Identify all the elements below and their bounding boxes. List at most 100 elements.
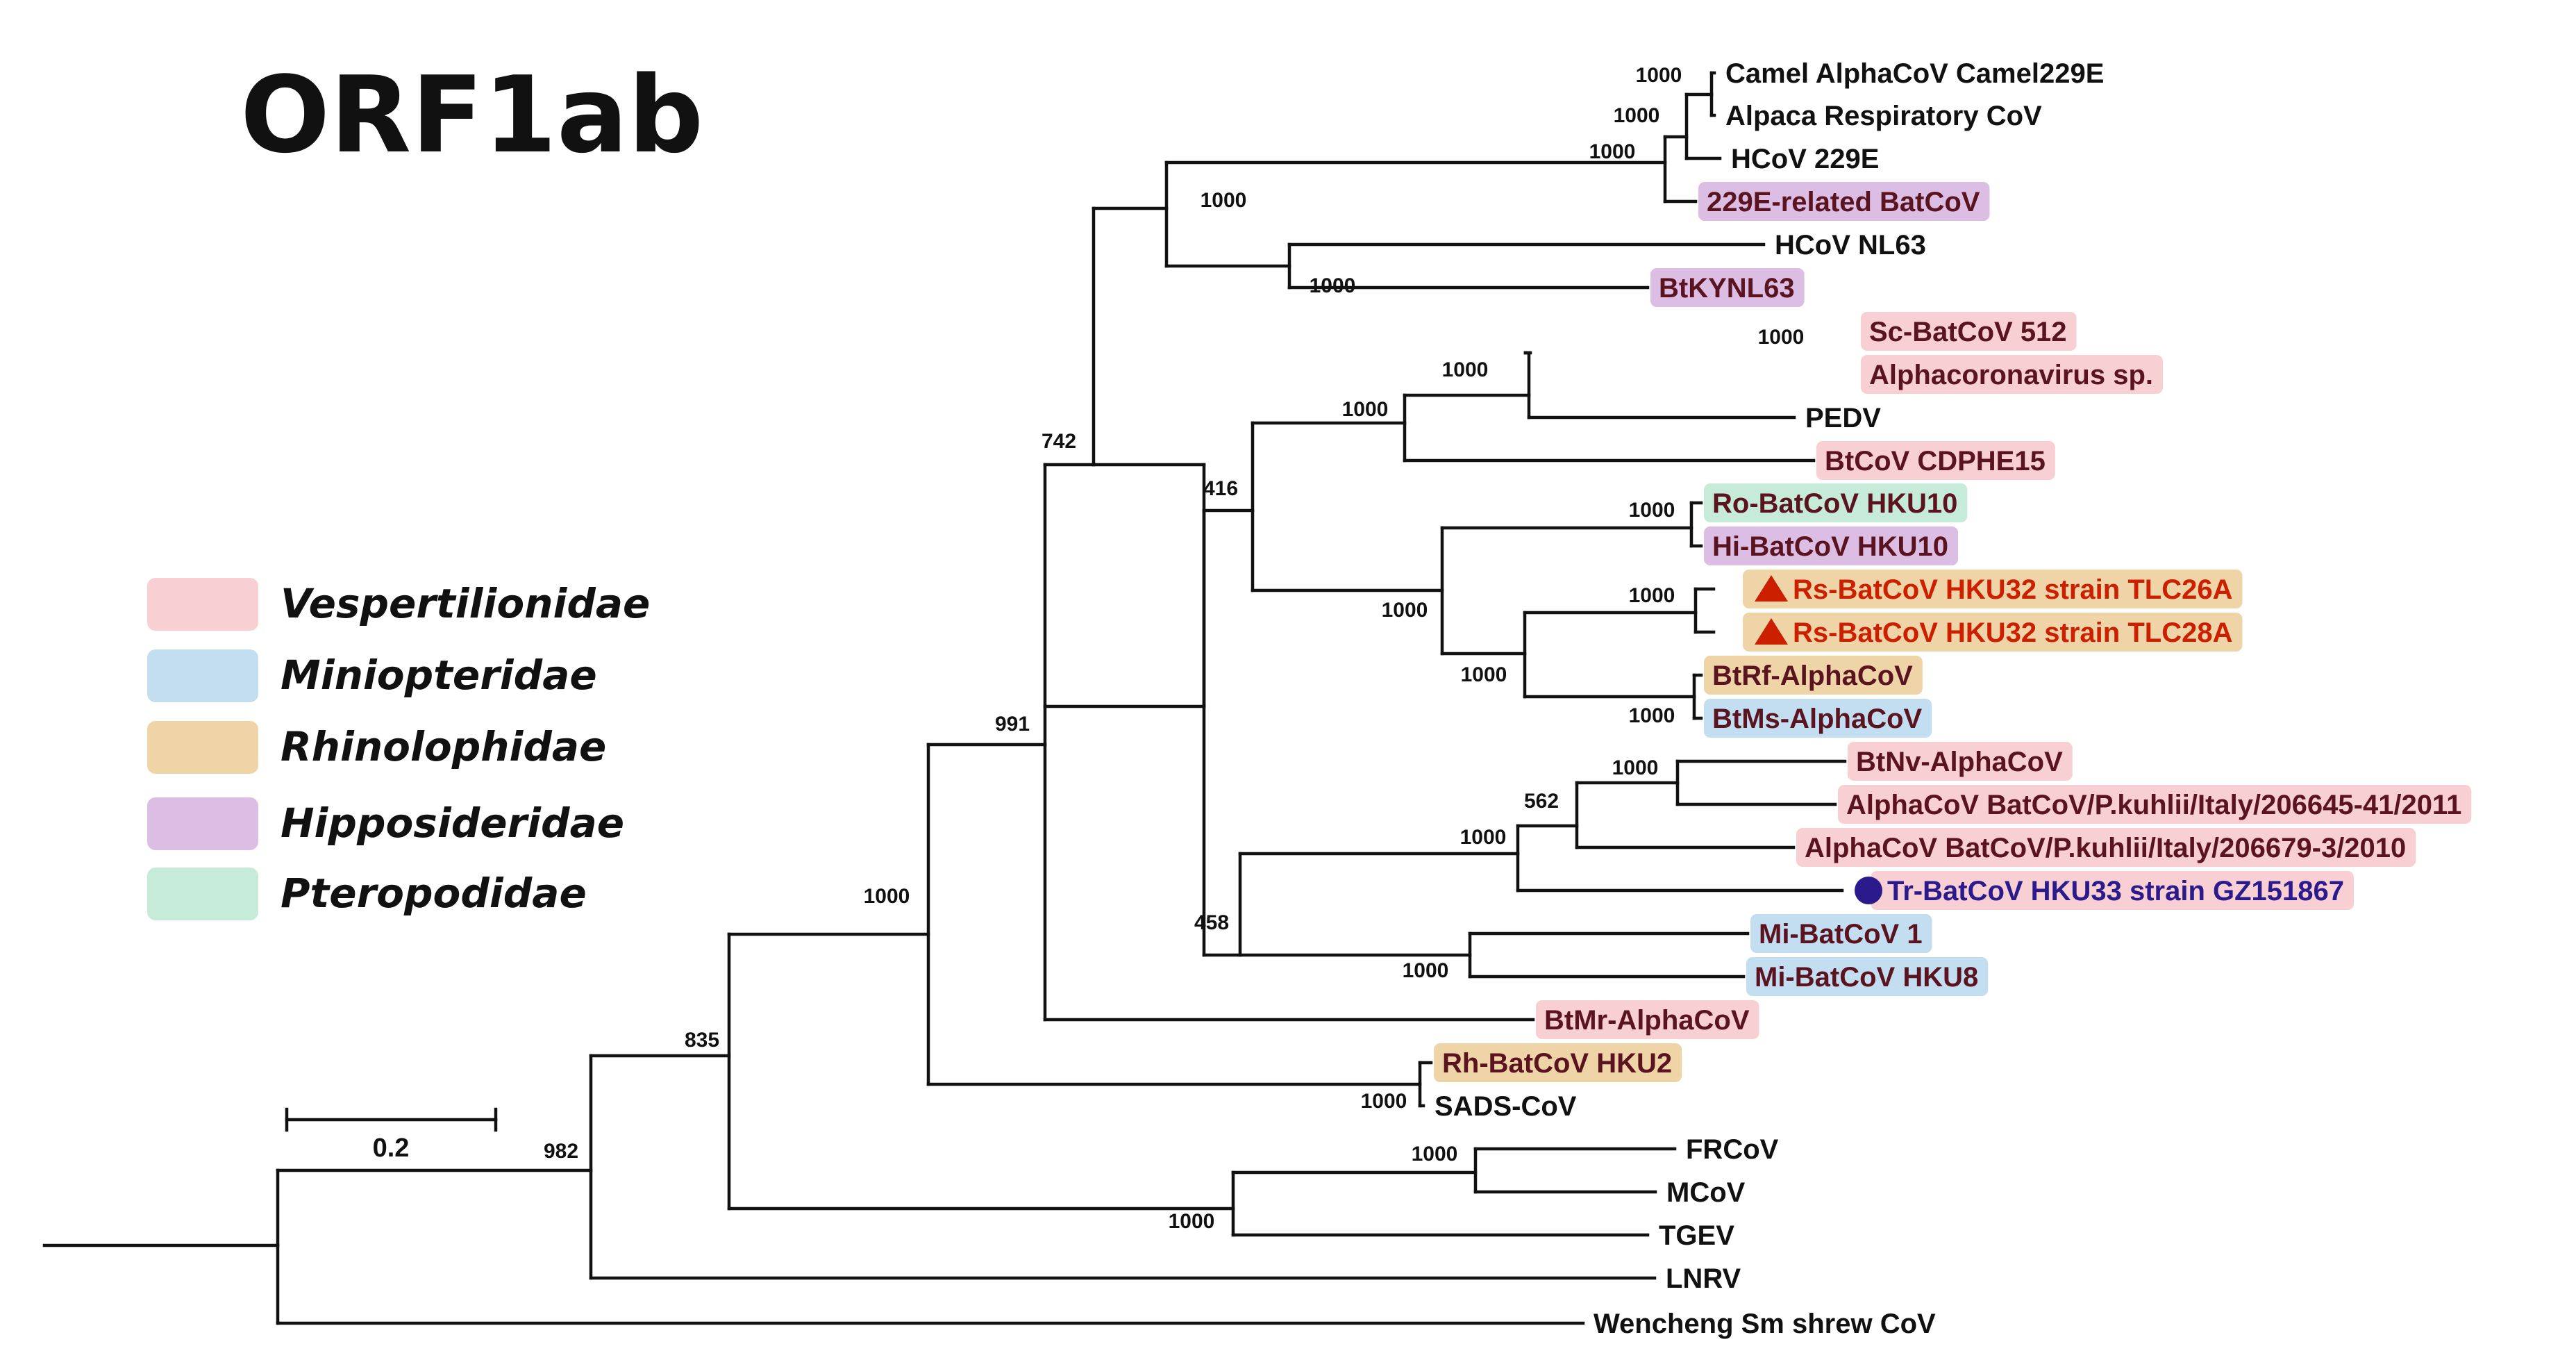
bootstrap-value: 1000 [1201, 189, 1247, 212]
taxon-label: HCoV NL63 [1775, 230, 1926, 260]
bootstrap-value: 1000 [1361, 1090, 1407, 1113]
bootstrap-value: 1000 [1412, 1143, 1458, 1166]
legend-item-pteropodidae: Pteropodidae [147, 868, 587, 920]
bootstrap-value: 991 [995, 713, 1030, 736]
taxon-btkynl63: BtKYNL63 [1659, 273, 1795, 304]
bootstrap-value: 742 [1042, 430, 1076, 453]
legend-swatch [147, 797, 258, 850]
tree-branches [42, 71, 1847, 1325]
taxon-highlight-vespertilionidae [1861, 312, 2077, 351]
bootstrap-value: 1000 [1460, 826, 1507, 849]
bootstrap-value: 1000 [1614, 104, 1660, 127]
taxon-highlight-pteropodidae [1704, 483, 1968, 522]
taxon-label: HCoV 229E [1731, 144, 1879, 174]
triangle-marker-icon [1755, 618, 1788, 645]
legend: Vespertilionidae Miniopteridae Rhinolophid… [147, 578, 650, 920]
legend-item-rhinolophidae: Rhinolophidae [147, 721, 606, 774]
taxon-highlights [1434, 182, 2472, 1082]
taxon-nl63: HCoV NL63 [1775, 230, 1926, 260]
taxon-label: MCoV [1666, 1177, 1746, 1208]
bootstrap-value: 458 [1194, 911, 1229, 934]
taxon-label: LNRV [1666, 1263, 1741, 1294]
legend-swatch [147, 649, 258, 702]
taxon-sc512: Sc-BatCoV 512 [1869, 317, 2067, 347]
taxon-btmr: BtMr-AlphaCoV [1544, 1005, 1750, 1036]
chart-title: ORF1ab [240, 53, 703, 176]
taxon-label: Sc-BatCoV 512 [1869, 317, 2067, 347]
taxon-btrf: BtRf-AlphaCoV [1712, 661, 1913, 691]
taxon-label: 229E-related BatCoV [1707, 187, 1980, 217]
taxon-highlight-hipposideridae [1698, 182, 1990, 221]
legend-label: Hipposideridae [281, 799, 624, 847]
taxon-label: AlphaCoV BatCoV/P.kuhlii/Italy/206679-3/… [1805, 833, 2406, 863]
bootstrap-value: 1000 [1342, 398, 1389, 421]
bootstrap-value: 835 [685, 1029, 719, 1052]
bootstrap-value: 1000 [1629, 499, 1675, 522]
legend-label: Miniopteridae [281, 652, 597, 699]
taxon-label: PEDV [1805, 403, 1881, 433]
taxon-label: Wencheng Sm shrew CoV [1594, 1309, 1936, 1339]
taxon-highlight-miniopteridae [1746, 957, 1989, 996]
taxon-label: AlphaCoV BatCoV/P.kuhlii/Italy/206645-41… [1846, 790, 2461, 820]
legend-label: Vespertilionidae [281, 580, 650, 627]
taxon-highlight-vespertilionidae [1861, 355, 2163, 394]
taxon-mihku8: Mi-BatCoV HKU8 [1755, 962, 1978, 993]
taxon-highlight-hipposideridae [1650, 268, 1805, 307]
taxon-label: TGEV [1659, 1220, 1734, 1251]
legend-swatch [147, 721, 258, 774]
legend-item-vespertilionidae: Vespertilionidae [147, 578, 650, 631]
taxon-bat229e: 229E-related BatCoV [1707, 187, 1980, 217]
taxon-tgev: TGEV [1659, 1220, 1734, 1251]
taxon-label: Mi-BatCoV HKU8 [1755, 962, 1978, 993]
taxon-label: Rs-BatCoV HKU32 strain TLC28A [1793, 617, 2232, 648]
taxon-hku33: Tr-BatCoV HKU33 strain GZ151867 [1855, 876, 2344, 906]
scale-bar: 0.2 [285, 1107, 498, 1163]
taxon-highlight-vespertilionidae [1838, 785, 2472, 824]
taxon-pk3: AlphaCoV BatCoV/P.kuhlii/Italy/206679-3/… [1805, 833, 2406, 863]
taxon-highlight-hipposideridae [1704, 526, 1959, 565]
taxon-highlight-vespertilionidae [1871, 871, 2355, 910]
taxon-label: BtNv-AlphaCoV [1856, 747, 2063, 777]
taxon-highlight-miniopteridae [1750, 914, 1932, 953]
taxon-label: Rs-BatCoV HKU32 strain TLC26A [1793, 574, 2232, 605]
taxon-highlight-rhinolophidae [1743, 613, 2243, 652]
bootstrap-value: 1000 [1758, 326, 1805, 349]
legend-item-hipposideridae: Hipposideridae [147, 797, 624, 850]
bootstrap-value: 416 [1203, 477, 1238, 500]
bootstrap-value: 562 [1524, 790, 1559, 813]
bootstrap-value: 1000 [1629, 584, 1675, 607]
taxon-highlight-rhinolophidae [1434, 1043, 1682, 1082]
scale-bar-label: 0.2 [373, 1134, 410, 1163]
legend-swatch [147, 868, 258, 920]
taxon-lnrv: LNRV [1666, 1263, 1741, 1294]
taxon-highlight-rhinolophidae [1704, 656, 1923, 695]
bootstrap-value: 1000 [1612, 756, 1659, 779]
taxon-hcov229e: HCoV 229E [1731, 144, 1879, 174]
legend-swatch [147, 578, 258, 631]
bootstrap-value: 1000 [1310, 274, 1356, 297]
taxon-label: SADS-CoV [1435, 1091, 1577, 1122]
taxon-label: BtMr-AlphaCoV [1544, 1005, 1750, 1036]
taxon-mi1: Mi-BatCoV 1 [1759, 919, 1923, 949]
legend-item-miniopteridae: Miniopteridae [147, 649, 597, 702]
bootstrap-value: 1000 [1461, 663, 1507, 686]
taxon-label: Mi-BatCoV 1 [1759, 919, 1923, 949]
taxon-cdphe15: BtCoV CDPHE15 [1825, 446, 2046, 476]
taxon-label: Ro-BatCoV HKU10 [1712, 488, 1957, 519]
taxon-label: Alphacoronavirus sp. [1869, 360, 2153, 390]
taxon-alpaca: Alpaca Respiratory CoV [1725, 101, 2042, 131]
bootstrap-value: 982 [544, 1140, 578, 1163]
taxon-labels: Camel AlphaCoV Camel229E Alpaca Respirato… [1435, 58, 2461, 1339]
taxon-alphasp: Alphacoronavirus sp. [1869, 360, 2153, 390]
taxon-camel229e: Camel AlphaCoV Camel229E [1725, 58, 2104, 89]
taxon-label: BtRf-AlphaCoV [1712, 661, 1913, 691]
taxon-label: Rh-BatCoV HKU2 [1442, 1048, 1672, 1079]
taxon-hihku10: Hi-BatCoV HKU10 [1712, 531, 1948, 562]
bootstrap-value: 1000 [1442, 358, 1489, 381]
taxon-label: BtKYNL63 [1659, 273, 1795, 304]
circle-marker-icon [1855, 877, 1882, 904]
taxon-sads: SADS-CoV [1435, 1091, 1577, 1122]
taxon-frcov: FRCoV [1686, 1134, 1779, 1165]
taxon-label: Alpaca Respiratory CoV [1725, 101, 2042, 131]
taxon-btms: BtMs-AlphaCoV [1712, 704, 1923, 734]
